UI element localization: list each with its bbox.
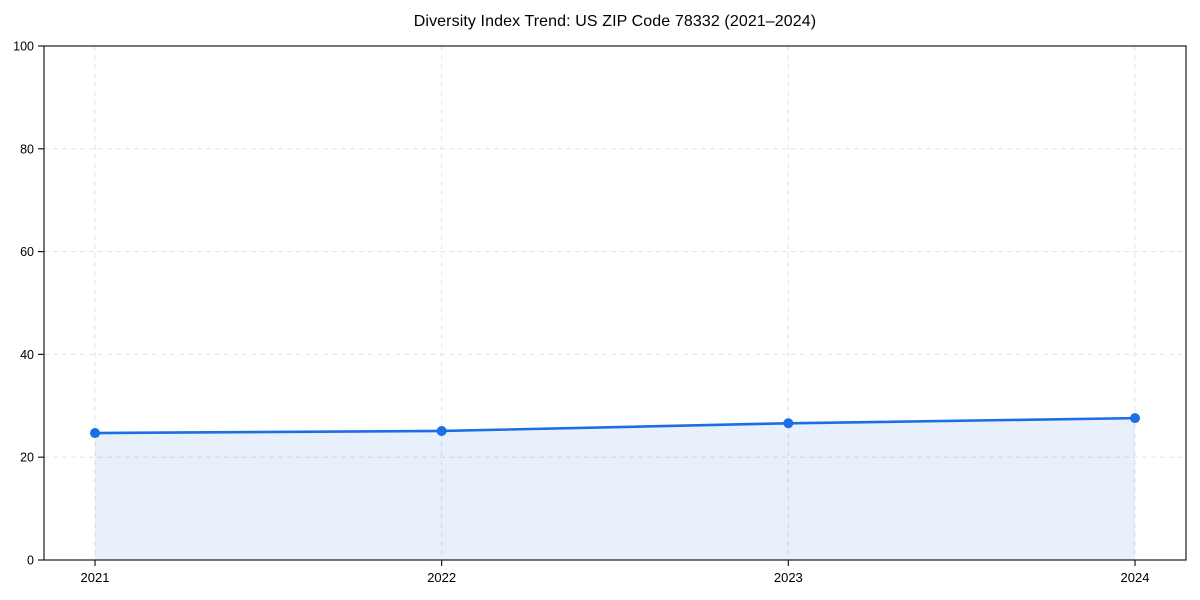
y-tick-label: 40 xyxy=(20,348,34,362)
y-tick-label: 80 xyxy=(20,142,34,156)
x-tick-label: 2021 xyxy=(81,570,110,585)
x-tick-label: 2024 xyxy=(1121,570,1150,585)
y-tick-label: 100 xyxy=(13,40,34,54)
y-tick-label: 20 xyxy=(20,451,34,465)
data-point-2021 xyxy=(90,428,100,439)
x-tick-label: 2022 xyxy=(427,570,456,585)
y-tick-label: 0 xyxy=(27,554,34,568)
y-tick-label: 60 xyxy=(20,245,34,259)
area-fill xyxy=(95,418,1135,560)
plot-border xyxy=(43,45,1187,561)
x-tick-label: 2023 xyxy=(774,570,803,585)
data-point-2023 xyxy=(783,418,794,429)
data-point-2022 xyxy=(436,425,447,436)
data-point-2024 xyxy=(1130,413,1140,424)
trend-line xyxy=(93,416,1137,435)
chart-title: Diversity Index Trend: US ZIP Code 78332… xyxy=(413,13,817,30)
